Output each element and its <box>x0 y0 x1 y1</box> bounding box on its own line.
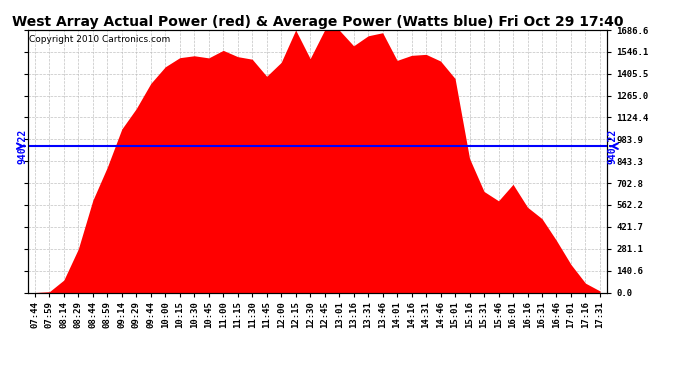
Text: 940.22: 940.22 <box>17 129 27 164</box>
Title: West Array Actual Power (red) & Average Power (Watts blue) Fri Oct 29 17:40: West Array Actual Power (red) & Average … <box>12 15 623 29</box>
Text: Copyright 2010 Cartronics.com: Copyright 2010 Cartronics.com <box>29 35 170 44</box>
Text: 940.22: 940.22 <box>608 129 618 164</box>
